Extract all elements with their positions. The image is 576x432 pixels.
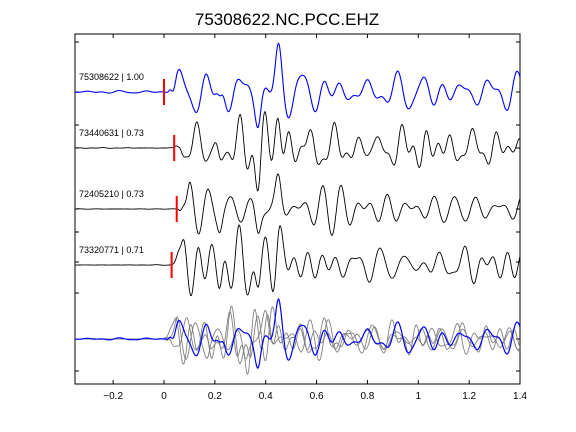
trace-label-75308622: 75308622 | 1.00 [79, 72, 144, 82]
x-tick-label: 1.4 [513, 391, 527, 402]
x-tick-label: 1.2 [462, 391, 476, 402]
trace-line-73440631 [75, 110, 521, 192]
trace-label-72405210: 72405210 | 0.73 [79, 189, 144, 199]
stack-trace-75308622 [74, 298, 521, 369]
x-tick-label: 0.8 [360, 391, 374, 402]
x-tick-label: 1 [416, 391, 422, 402]
trace-line-75308622 [75, 42, 521, 129]
x-tick-label: 0.2 [208, 391, 222, 402]
x-axis: −0.2 0 0.2 0.4 0.6 0.8 1 1.2 1.4 [103, 34, 527, 402]
stack-trace-73320771 [75, 305, 521, 365]
trace-line-73320771 [75, 224, 521, 297]
x-tick-label: −0.2 [103, 391, 123, 402]
chart-title: 75308622.NC.PCC.EHZ [195, 10, 379, 29]
trace-label-73320771: 73320771 | 0.71 [79, 245, 144, 255]
trace-group: 75308622 | 1.00 73440631 | 0.73 72405210 |… [75, 42, 521, 297]
trace-label-73440631: 73440631 | 0.73 [79, 128, 144, 138]
x-tick-label: 0.6 [310, 391, 324, 402]
x-tick-label: 0 [161, 391, 167, 402]
trace-line-72405210 [75, 173, 521, 237]
stacked-overlay [74, 298, 521, 375]
x-tick-label: 0.4 [259, 391, 273, 402]
